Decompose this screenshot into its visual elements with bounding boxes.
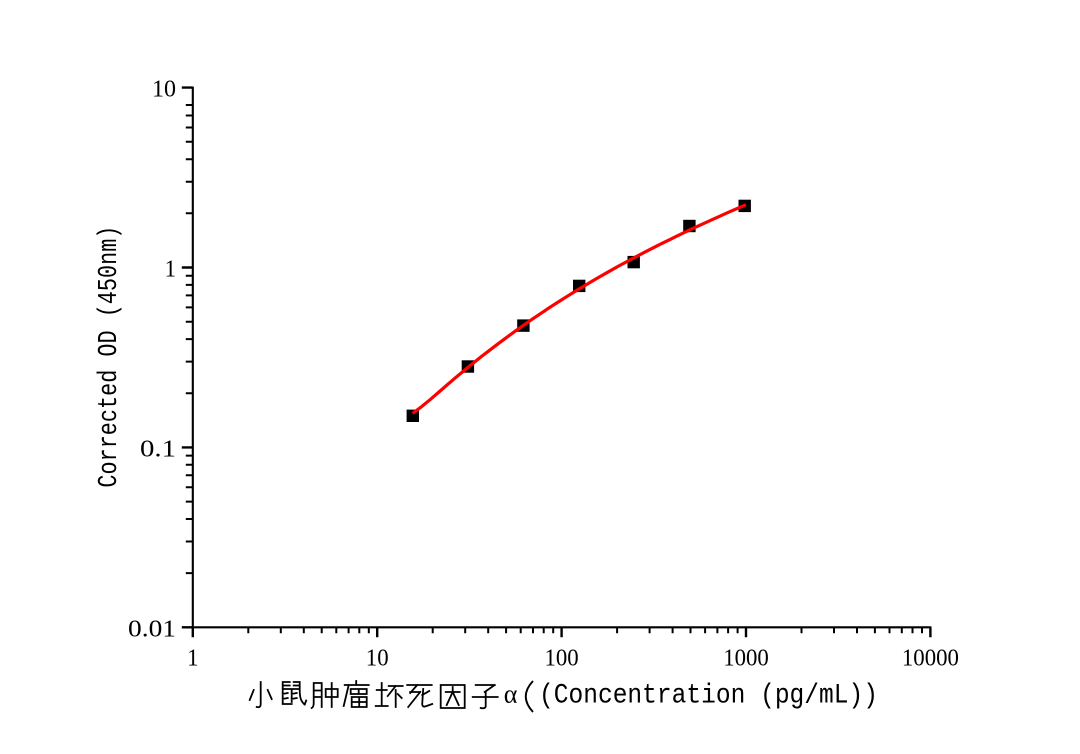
svg-text:100: 100 — [545, 645, 579, 672]
svg-text:0.01: 0.01 — [128, 615, 176, 642]
svg-text:1000: 1000 — [723, 645, 769, 672]
svg-text:0.1: 0.1 — [140, 435, 176, 462]
svg-text:1: 1 — [187, 645, 198, 672]
svg-text:10: 10 — [366, 645, 389, 672]
svg-text:(Concentration (pg/mL)): (Concentration (pg/mL)) — [539, 681, 878, 712]
svg-text:Corrected OD (450nm): Corrected OD (450nm) — [95, 226, 125, 488]
svg-text:10000: 10000 — [902, 645, 959, 672]
svg-text:α: α — [504, 680, 518, 709]
svg-text:1: 1 — [165, 256, 176, 283]
svg-text:10: 10 — [152, 76, 176, 103]
